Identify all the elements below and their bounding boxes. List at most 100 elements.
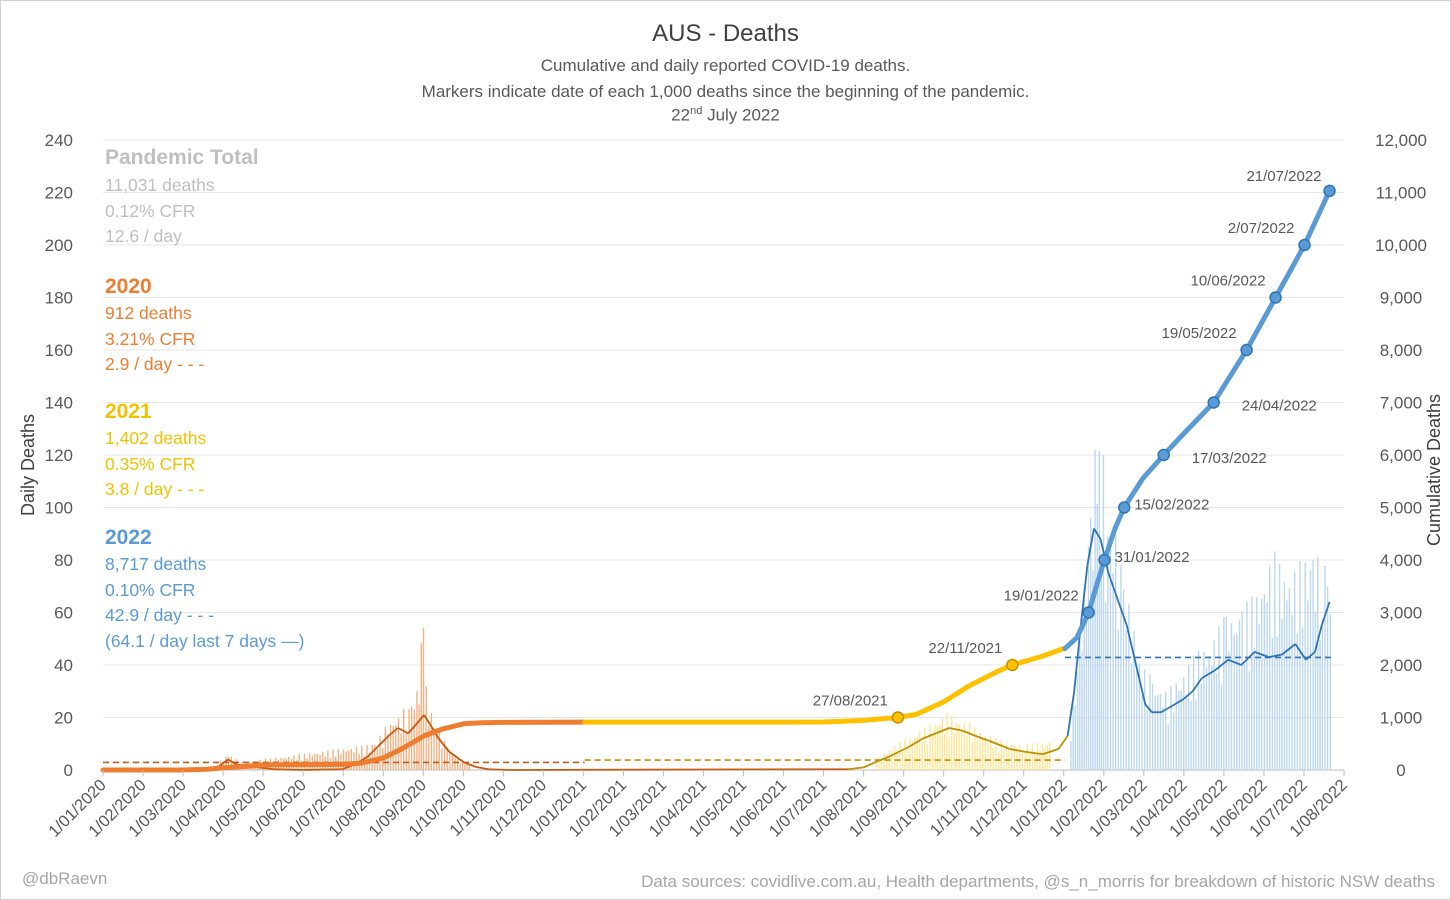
rolling-segment (227, 758, 238, 766)
daily-bar (880, 760, 883, 770)
rolling-average-line (200, 528, 1331, 771)
daily-bar (1104, 602, 1107, 770)
daily-bar (914, 737, 916, 770)
daily-bar (1288, 587, 1291, 770)
daily-bar (397, 718, 400, 770)
daily-bar (1253, 647, 1255, 770)
daily-bar (974, 727, 976, 770)
daily-bar (953, 732, 955, 770)
daily-bar (389, 724, 392, 770)
milestone-marker (1240, 343, 1253, 357)
daily-bar (1233, 634, 1235, 770)
rolling-segment (274, 768, 304, 771)
daily-bar (1321, 619, 1324, 770)
daily-bar (997, 752, 1000, 770)
daily-bar (422, 628, 425, 770)
daily-bar (403, 708, 405, 770)
y-right-tick-label: 8,000 (1380, 341, 1423, 360)
daily-bar (1225, 616, 1227, 770)
year-2020-cfr: 3.21% CFR (105, 329, 196, 349)
daily-bar (1241, 611, 1243, 770)
date-day: 22 (671, 105, 691, 125)
daily-bar (911, 741, 914, 770)
y-left-tick-label: 200 (45, 236, 73, 255)
daily-bar (1149, 674, 1151, 770)
daily-bar (1036, 742, 1039, 770)
cum2020-cumulative-line (100, 719, 586, 773)
rolling-segment (448, 750, 465, 763)
y-right-tick-label: 12,000 (1375, 131, 1427, 150)
daily-bar (449, 752, 451, 770)
daily-bar (1016, 747, 1018, 770)
daily-bar (1291, 615, 1293, 770)
daily-bar (1256, 597, 1258, 770)
rolling-segment (1305, 651, 1316, 661)
daily-bar (1072, 695, 1074, 770)
y-right-tick-label: 0 (1396, 761, 1405, 780)
rolling-segment (935, 727, 950, 735)
daily-bar (308, 753, 311, 770)
y-left-tick-label: 80 (54, 551, 73, 570)
daily-bar (321, 751, 324, 770)
daily-bar (1096, 503, 1098, 770)
daily-bar (951, 715, 953, 770)
rolling-segment (1107, 572, 1119, 600)
daily-bar (1301, 627, 1304, 770)
daily-bar (1271, 637, 1274, 770)
y-right-axis-title: Cumulative Deaths (1424, 394, 1444, 546)
daily-bar (1243, 663, 1246, 770)
daily-bar (1274, 551, 1276, 770)
milestone-label: 24/04/2022 (1242, 398, 1317, 415)
daily-bar (924, 727, 926, 770)
daily-bar (921, 742, 923, 770)
daily-bar (948, 737, 951, 770)
daily-bar (1133, 631, 1135, 770)
rolling-segment (1268, 653, 1283, 659)
daily-bar (893, 746, 896, 770)
daily-bar (405, 732, 408, 770)
milestone-marker (1269, 291, 1282, 304)
daily-bar (464, 764, 466, 770)
daily-bar (461, 760, 464, 770)
y-left-tick-label: 40 (54, 656, 73, 675)
milestone-label: 10/06/2022 (1190, 273, 1265, 290)
daily-bar (371, 745, 373, 770)
daily-bar (384, 727, 387, 770)
rolling-segment (1057, 735, 1069, 750)
daily-bar (1079, 638, 1081, 770)
rolling-segment (488, 768, 510, 771)
daily-bar (345, 751, 347, 770)
milestone-marker (1006, 658, 1019, 672)
y-right-tick-label: 11,000 (1376, 184, 1427, 203)
rolling-segment (1160, 706, 1171, 714)
daily-bar (1085, 620, 1088, 770)
daily-bar (1192, 655, 1195, 770)
year-2021-cfr: 0.35% CFR (105, 454, 196, 474)
daily-bar (1049, 742, 1051, 770)
rolling-segment (397, 727, 409, 735)
daily-bar (1070, 741, 1072, 770)
year-2022-deaths: 8,717 deaths (105, 554, 207, 574)
daily-bar (934, 724, 936, 770)
rolling-segment (1314, 625, 1323, 653)
rolling-segment (416, 714, 425, 724)
rolling-segment (387, 727, 399, 737)
daily-bar (1261, 598, 1263, 770)
daily-bar (459, 763, 461, 770)
daily-bar (451, 754, 454, 770)
chart-title: AUS - Deaths (652, 20, 799, 47)
rolling-segment (366, 745, 379, 758)
daily-bar (992, 748, 995, 770)
daily-bar (1230, 622, 1233, 770)
daily-bar (298, 754, 300, 770)
daily-bar (906, 746, 909, 770)
chart-date: 22nd July 2022 (0, 105, 1451, 126)
daily-bar (989, 736, 992, 770)
daily-bar (958, 724, 960, 770)
daily-bar (1003, 750, 1005, 770)
y-right-tick-label: 9,000 (1380, 289, 1423, 308)
milestone-label: 31/01/2022 (1114, 549, 1189, 566)
daily-bar (1000, 740, 1002, 770)
daily-bar (1307, 600, 1309, 770)
daily-bar (966, 736, 968, 770)
